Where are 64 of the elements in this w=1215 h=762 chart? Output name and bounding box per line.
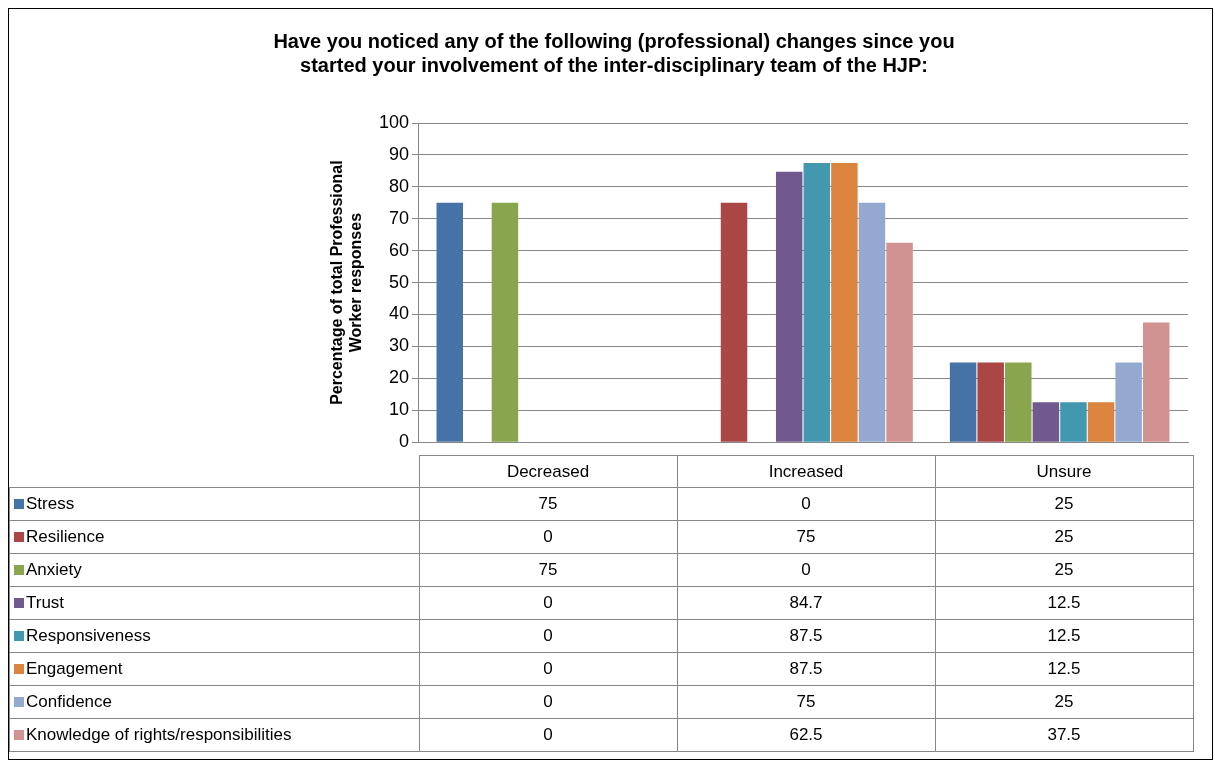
data-label: 87.5 [677, 619, 935, 653]
data-label: 75 [419, 487, 677, 521]
bar [436, 202, 464, 442]
y-tick-label: 60 [388, 239, 409, 260]
legend-label: Knowledge of rights/responsibilities [9, 718, 419, 752]
data-label: 12.5 [935, 586, 1193, 620]
bar [949, 362, 977, 442]
data-label: 75 [419, 553, 677, 587]
legend-label: Resilience [9, 520, 419, 554]
bar [858, 202, 886, 442]
bar [1005, 362, 1032, 442]
x-tick-label: Increased [677, 455, 935, 488]
y-tick-label: 40 [388, 303, 409, 324]
y-tick-label: 80 [388, 175, 409, 196]
y-tick-label: 30 [388, 335, 409, 356]
legend-label: Stress [9, 487, 419, 521]
data-label: 0 [419, 520, 677, 554]
data-label: 0 [419, 652, 677, 686]
data-label: 75 [677, 685, 935, 719]
y-tick-label: 70 [388, 207, 409, 228]
data-label: 0 [419, 718, 677, 752]
legend-label: Anxiety [9, 553, 419, 587]
bar [775, 171, 803, 442]
data-label: 0 [419, 619, 677, 653]
bar [720, 202, 748, 442]
data-label: 12.5 [935, 652, 1193, 686]
legend-label: Confidence [9, 685, 419, 719]
y-tick-label: 20 [388, 367, 409, 388]
y-tick-label: 50 [388, 271, 409, 292]
y-axis-title: Percentage of total Professional Worker responses [328, 160, 365, 405]
data-label: 87.5 [677, 652, 935, 686]
bar [1060, 402, 1087, 442]
bar [491, 202, 519, 442]
bar [1087, 402, 1115, 442]
y-tick-label: 90 [388, 143, 409, 164]
legend-label: Responsiveness [9, 619, 419, 653]
data-label: 0 [419, 586, 677, 620]
bar [1032, 402, 1060, 442]
data-label: 75 [677, 520, 935, 554]
x-tick-label: Unsure [935, 455, 1193, 488]
y-tick-label: 0 [398, 431, 409, 452]
y-tick-label: 10 [388, 399, 409, 420]
data-label: 25 [935, 685, 1193, 719]
legend-label: Trust [9, 586, 419, 620]
bar [977, 362, 1004, 442]
data-label: 62.5 [677, 718, 935, 752]
data-label: 25 [935, 520, 1193, 554]
data-label: 0 [677, 553, 935, 587]
chart-title: Have you noticed any of the following (professional) changes since you started your involvement of the inter-disciplinary team of the HJP: [272, 29, 956, 77]
legend-label: Engagement [9, 652, 419, 686]
bar [1142, 322, 1170, 442]
x-tick-label: Decreased [419, 455, 677, 488]
bar [886, 242, 913, 442]
bar [831, 162, 858, 442]
data-label: 25 [935, 487, 1193, 521]
data-label: 25 [935, 553, 1193, 587]
data-label: 84.7 [677, 586, 935, 620]
data-label: 0 [677, 487, 935, 521]
data-label: 37.5 [935, 718, 1193, 752]
bar [803, 162, 831, 442]
bar [1115, 362, 1142, 442]
y-tick-label: 100 [378, 111, 409, 132]
data-label: 12.5 [935, 619, 1193, 653]
data-label: 0 [419, 685, 677, 719]
